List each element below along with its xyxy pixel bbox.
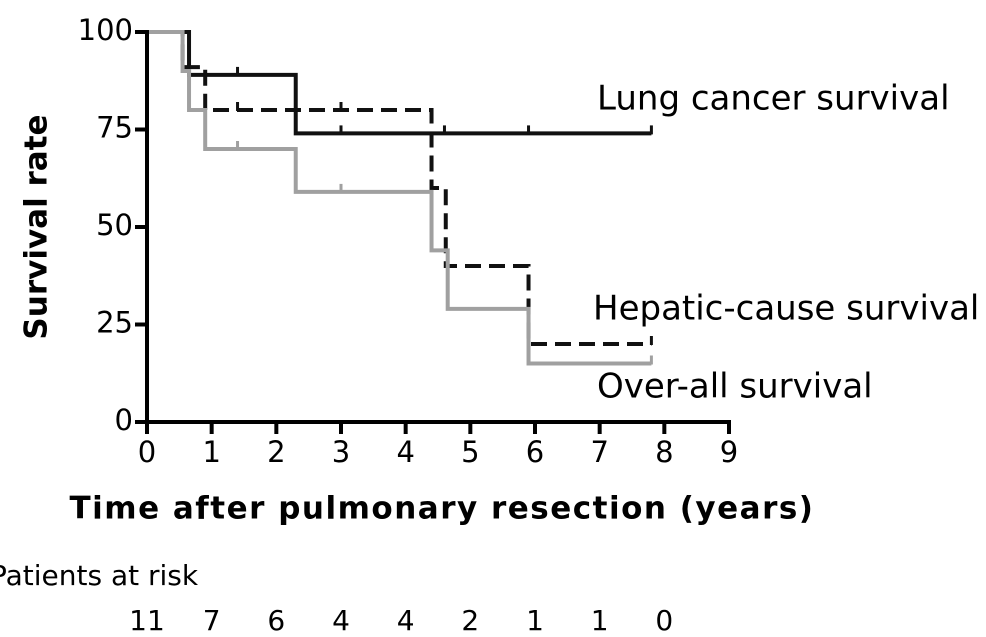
y-tick-label: 75 — [96, 111, 133, 145]
x-tick-label: 7 — [590, 435, 608, 469]
survival-curve — [147, 30, 652, 346]
y-tick-label: 100 — [78, 13, 133, 47]
risk-count: 7 — [203, 604, 221, 637]
x-tick-label: 1 — [202, 435, 220, 469]
survival-curve — [147, 30, 652, 136]
risk-count: 1 — [526, 604, 544, 637]
x-tick-label: 3 — [332, 435, 350, 469]
y-axis-title: Survival rate — [19, 114, 55, 339]
risk-count: 11 — [129, 604, 165, 637]
y-tick-label: 0 — [115, 403, 133, 437]
x-axis-title: Time after pulmonary resection (years) — [70, 491, 815, 527]
series-label: Over-all survival — [597, 367, 873, 407]
x-tick-label: 2 — [267, 435, 285, 469]
risk-count: 4 — [332, 604, 350, 637]
x-tick-label: 0 — [138, 435, 156, 469]
risk-count: 6 — [267, 604, 285, 637]
series-label: Hepatic-cause survival — [593, 289, 979, 329]
x-tick-label: 9 — [720, 435, 738, 469]
x-tick-label: 5 — [461, 435, 479, 469]
risk-count: 0 — [655, 604, 673, 637]
risk-count: 4 — [397, 604, 415, 637]
risk-table-title: Patients at risk — [0, 559, 199, 592]
series-label: Lung cancer survival — [597, 79, 950, 119]
y-tick-label: 25 — [96, 306, 133, 340]
x-tick-label: 6 — [526, 435, 544, 469]
y-tick-label: 50 — [96, 208, 133, 242]
survival-curve — [147, 30, 652, 366]
x-tick-label: 4 — [396, 435, 414, 469]
risk-count: 1 — [591, 604, 609, 637]
x-tick-label: 8 — [655, 435, 673, 469]
risk-count: 2 — [461, 604, 479, 637]
